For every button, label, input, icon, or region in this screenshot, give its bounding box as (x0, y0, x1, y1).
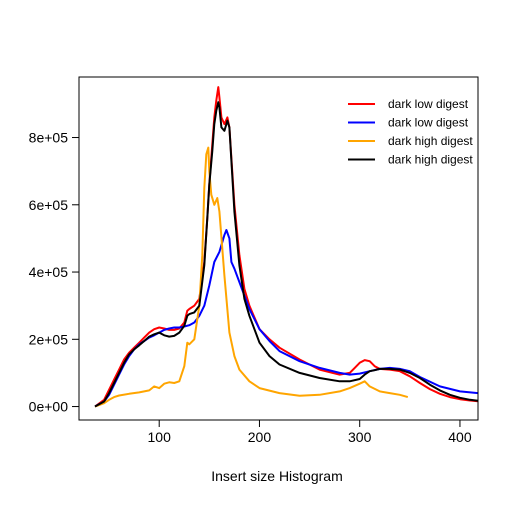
legend: dark low digest dark low digest dark high … (348, 97, 473, 167)
series-line-4 (94, 101, 478, 408)
y-axis: 0e+00 2e+05 4e+05 6e+05 8e+05 (29, 130, 79, 415)
legend-label-1: dark low digest (388, 97, 469, 111)
plot-area-frame (78, 76, 479, 421)
legend-label-2: dark low digest (388, 116, 469, 130)
series-layer (94, 86, 478, 408)
y-tick-label: 2e+05 (29, 331, 69, 347)
x-tick-label: 100 (148, 429, 172, 445)
y-tick-label: 0e+00 (29, 399, 69, 415)
y-tick-label: 4e+05 (29, 264, 69, 280)
legend-label-3: dark high digest (388, 134, 473, 148)
series-line-3 (94, 146, 409, 408)
x-tick-label: 200 (248, 429, 272, 445)
legend-label-4: dark high digest (388, 153, 473, 167)
x-axis: 100 200 300 400 (148, 420, 472, 445)
series-line-2 (94, 229, 478, 408)
y-tick-label: 6e+05 (29, 197, 69, 213)
x-axis-label: Insert size Histogram (211, 468, 342, 484)
x-tick-label: 400 (448, 429, 472, 445)
y-tick-label: 8e+05 (29, 130, 69, 146)
x-tick-label: 300 (348, 429, 372, 445)
